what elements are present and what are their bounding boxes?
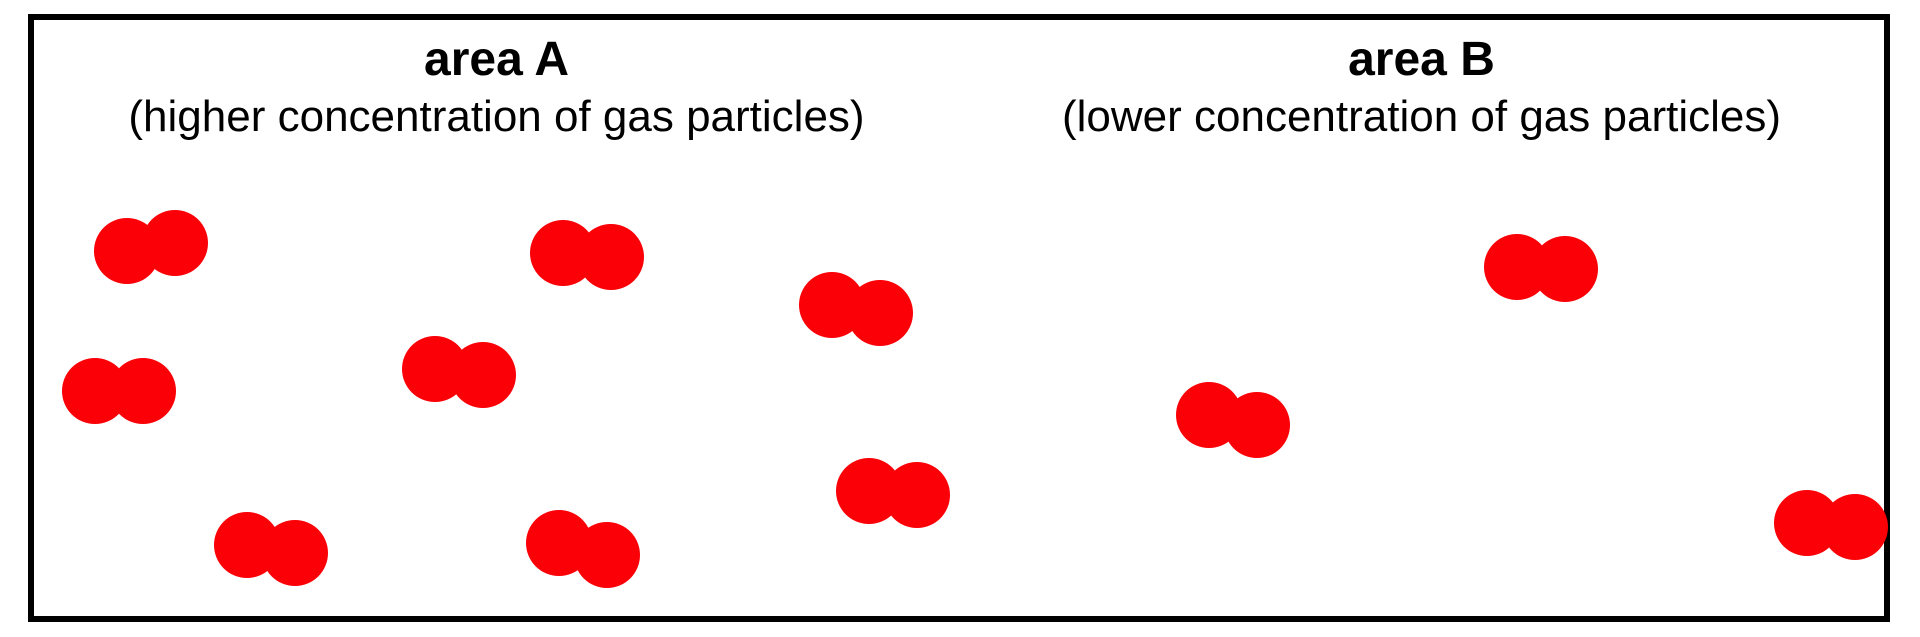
atom	[450, 342, 516, 408]
area-b-subtitle: (lower concentration of gas particles)	[959, 92, 1884, 142]
area-b-title: area B	[959, 32, 1884, 87]
gas-particle	[526, 510, 640, 588]
gas-particle	[1484, 234, 1598, 302]
gas-particle	[836, 458, 950, 528]
area-a-title: area A	[34, 32, 959, 87]
gas-particle	[1774, 490, 1888, 560]
gas-particle	[402, 336, 516, 408]
atom	[578, 224, 644, 290]
area-a-subtitle: (higher concentration of gas particles)	[34, 92, 959, 142]
gas-particle	[1176, 382, 1290, 458]
gas-particle	[799, 272, 913, 346]
atom	[110, 358, 176, 424]
gas-particle	[94, 210, 208, 284]
diagram-frame: area A (higher concentration of gas part…	[28, 14, 1890, 622]
atom	[1224, 392, 1290, 458]
gas-particle	[530, 220, 644, 290]
atom	[142, 210, 208, 276]
atom	[1532, 236, 1598, 302]
atom	[574, 522, 640, 588]
atom	[847, 280, 913, 346]
atom	[262, 520, 328, 586]
atom	[884, 462, 950, 528]
gas-particle	[62, 358, 176, 424]
atom	[1822, 494, 1888, 560]
gas-particle	[214, 512, 328, 586]
